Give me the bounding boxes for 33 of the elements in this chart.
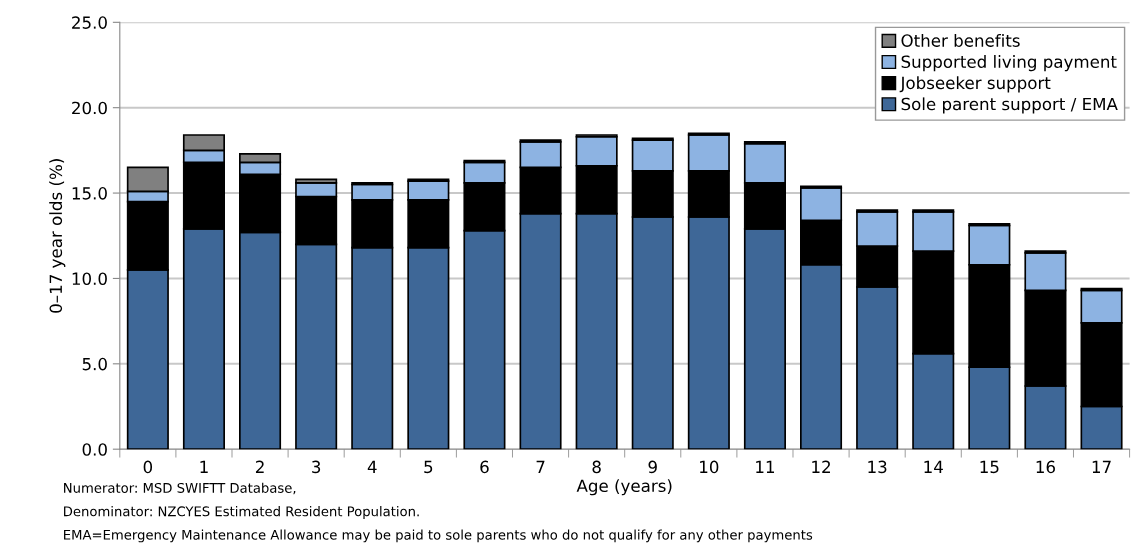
x-tick-label: 7 bbox=[536, 460, 545, 473]
x-tick-label: 13 bbox=[868, 460, 887, 474]
x-tick-label: 2 bbox=[255, 460, 264, 473]
text: Numerator: MSD SWIFTT Database, bbox=[64, 482, 296, 495]
x-tick-label: 15 bbox=[980, 460, 999, 474]
x-tick-label: 5 bbox=[424, 460, 433, 474]
x-tick-label: 4 bbox=[367, 460, 377, 473]
text: Denominator: NZCYES Estimated Resident Population. bbox=[64, 506, 419, 519]
y-tick-label: 15.0 bbox=[72, 187, 107, 200]
x-tick-label: 1 bbox=[200, 460, 208, 473]
y-tick-label: 25.0 bbox=[72, 16, 107, 29]
legend-label: Jobseeker support bbox=[899, 76, 1051, 93]
legend-label: Supported living payment bbox=[901, 55, 1117, 72]
x-tick-label: 12 bbox=[812, 460, 830, 473]
text: EMA=Emergency Maintenance Allowance may be paid to sole parents who do not qualify for any other payments bbox=[64, 529, 813, 543]
x-tick-label: 9 bbox=[648, 460, 657, 474]
y-tick-label: 5.0 bbox=[82, 357, 107, 371]
y-tick-label: 20.0 bbox=[72, 101, 107, 115]
x-tick-label: 14 bbox=[924, 460, 943, 473]
x-tick-label: 3 bbox=[312, 460, 321, 474]
x-tick-label: 8 bbox=[592, 460, 601, 474]
x-axis-title: Age (years) bbox=[576, 479, 672, 496]
x-tick-label: 10 bbox=[700, 460, 719, 474]
x-tick-label: 0 bbox=[143, 460, 153, 474]
x-tick-label: 6 bbox=[480, 460, 489, 474]
x-tick-label: 17 bbox=[1092, 460, 1111, 473]
legend-label: Sole parent support / EMA bbox=[901, 97, 1118, 114]
y-axis-title: 0–17 year olds (%) bbox=[49, 159, 66, 313]
y-tick-label: 0.0 bbox=[82, 443, 107, 456]
legend-label: Other benefits bbox=[901, 33, 1020, 47]
x-tick-label: 11 bbox=[756, 460, 775, 473]
y-tick-label: 10.0 bbox=[72, 272, 107, 286]
x-tick-label: 16 bbox=[1036, 460, 1055, 474]
